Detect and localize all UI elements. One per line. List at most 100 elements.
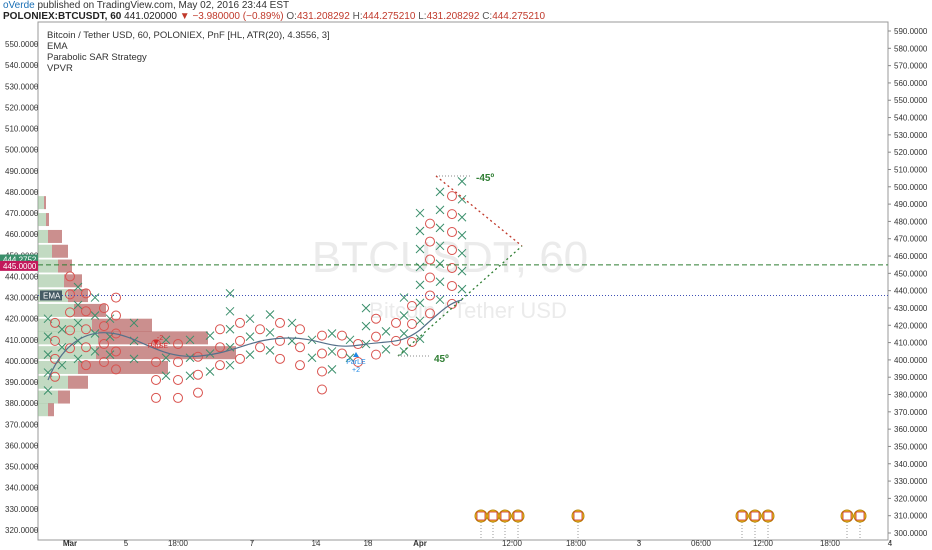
x-column <box>245 314 255 359</box>
time-tick-label: 06:00 <box>691 539 712 548</box>
x-box <box>73 354 83 364</box>
vpvr-bar-up <box>38 229 48 243</box>
legend-parabolic-sar[interactable]: Parabolic SAR Strategy <box>47 52 147 63</box>
right-tick-label: 320.0000 <box>894 494 928 503</box>
o-box <box>255 342 265 353</box>
o-box <box>151 392 161 403</box>
o-column <box>317 330 327 395</box>
watermark-description: Bitcoin / Tether USD <box>369 298 567 323</box>
x-box <box>457 230 467 240</box>
o-column <box>275 317 285 364</box>
o-box <box>275 353 285 364</box>
time-tick-label: 18 <box>364 539 373 548</box>
sar-short-label: ParSE <box>148 343 169 350</box>
vpvr-bar-up <box>38 274 64 288</box>
x-column <box>457 176 467 294</box>
o-box <box>317 330 327 341</box>
time-tick-label: 18:00 <box>168 539 189 548</box>
left-tick-label: 380.0000 <box>5 399 39 408</box>
angle-top-ray <box>435 175 523 247</box>
legend-ema[interactable]: EMA <box>47 41 68 52</box>
o-box <box>81 288 91 299</box>
x-box <box>73 282 83 292</box>
x-box <box>225 324 235 334</box>
x-box <box>435 223 445 233</box>
x-box <box>205 367 215 376</box>
time-tick-label: 5 <box>124 539 129 548</box>
x-box <box>457 248 467 258</box>
right-tick-label: 430.0000 <box>894 304 928 313</box>
us-flag-stripes <box>842 511 852 521</box>
right-tick-label: 420.0000 <box>894 321 928 330</box>
x-box <box>225 360 235 370</box>
legend-vpvr[interactable]: VPVR <box>47 63 73 74</box>
o-box <box>255 324 265 335</box>
angle-top-label: -45º <box>476 173 494 184</box>
o-box <box>371 331 381 342</box>
legend-title[interactable]: Bitcoin / Tether USD, 60, POLONIEX, PnF … <box>47 30 330 41</box>
o-column <box>81 288 91 371</box>
x-box <box>457 266 467 276</box>
x-box <box>457 176 467 186</box>
o-box <box>275 335 285 346</box>
open-value: 431.208292 <box>296 11 350 22</box>
symbol-line: POLONIEX:BTCUSDT, 60 441.020000 ▼ −3.980… <box>3 11 545 22</box>
left-tick-label: 530.0000 <box>5 82 39 91</box>
o-column <box>295 324 305 371</box>
x-box <box>245 314 255 324</box>
o-box <box>215 342 225 353</box>
x-box <box>265 328 275 337</box>
x-box <box>361 303 371 313</box>
x-box <box>185 371 195 381</box>
x-box <box>415 262 425 272</box>
o-box <box>81 306 91 317</box>
o-column <box>99 303 109 368</box>
vpvr-bar-down <box>48 229 62 243</box>
vpvr-bar-down <box>46 213 49 227</box>
vpvr-bar-up <box>38 303 74 317</box>
x-box <box>90 311 100 320</box>
left-tick-label: 490.0000 <box>5 167 39 176</box>
us-flag-stripes <box>513 511 523 521</box>
time-tick-label: 14 <box>312 539 321 548</box>
x-box <box>435 205 445 215</box>
x-column <box>161 335 171 381</box>
time-tick-label: 7 <box>250 539 255 548</box>
o-box <box>50 317 60 328</box>
o-box <box>173 392 183 403</box>
x-box <box>245 332 255 342</box>
o-box <box>215 360 225 371</box>
us-flag-stripes <box>737 511 747 521</box>
vpvr-bar-up <box>38 244 52 258</box>
o-box <box>371 349 381 360</box>
time-tick-label: 18:00 <box>820 539 841 548</box>
x-box <box>381 344 391 354</box>
o-box <box>317 366 327 377</box>
o-box <box>151 374 161 385</box>
left-tick-label: 360.0000 <box>5 441 39 450</box>
x-box <box>57 342 67 352</box>
time-tick-label: Mar <box>63 539 77 548</box>
time-tick-label: 12:00 <box>502 539 523 548</box>
author-link[interactable]: oVerde <box>3 0 35 11</box>
x-box <box>415 316 425 326</box>
o-column <box>447 191 457 309</box>
x-box <box>287 318 297 328</box>
x-column <box>73 282 83 364</box>
o-box <box>425 218 435 229</box>
us-flag-stripes <box>500 511 510 521</box>
o-box <box>99 357 109 368</box>
x-box <box>399 329 409 338</box>
right-tick-label: 550.0000 <box>894 96 928 105</box>
x-column <box>415 208 425 344</box>
x-box <box>43 386 53 395</box>
time-axis: Mar 5 18:00 7 14 18 Apr 12:00 18:00 3 06:00 12:00 18… <box>63 539 893 548</box>
o-box <box>425 272 435 283</box>
o-box <box>65 325 75 336</box>
o-box <box>111 364 121 375</box>
right-tick-label: 570.0000 <box>894 62 928 71</box>
x-box <box>105 314 115 324</box>
right-tick-label: 370.0000 <box>894 408 928 417</box>
x-box <box>345 335 355 345</box>
